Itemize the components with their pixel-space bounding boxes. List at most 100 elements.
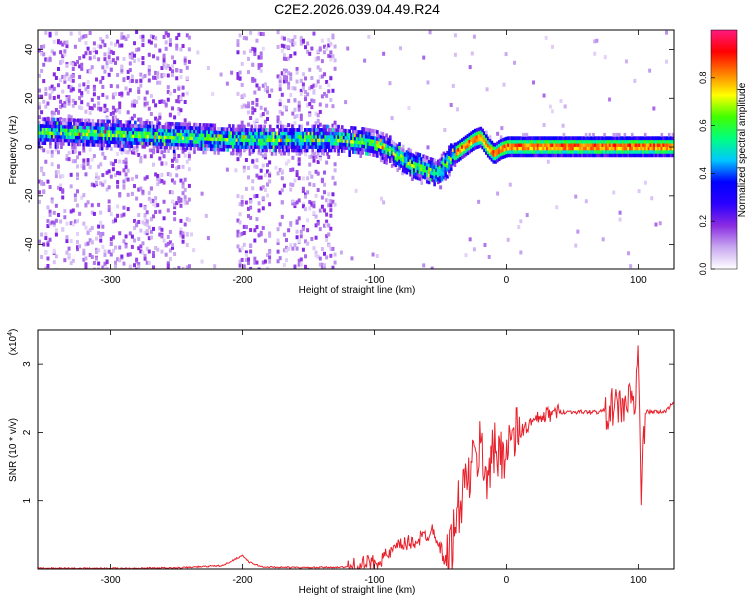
- spectrogram-noise-cell: [282, 44, 286, 49]
- spectrogram-ridge-cell: [121, 147, 124, 152]
- spectrogram-ridge-cell: [311, 141, 315, 146]
- spectrogram-noise-cell: [278, 222, 282, 227]
- spectrogram-ridge-cell: [608, 149, 612, 154]
- spectrogram-ridge-cell: [206, 130, 209, 134]
- spectrogram-ridge-cell: [47, 120, 50, 125]
- spectrogram-noise-cell: [173, 211, 177, 216]
- spectrogram-ridge-cell: [564, 153, 568, 158]
- spectrogram-noise-cell: [52, 51, 56, 56]
- spectrogram-ridge-cell: [422, 161, 425, 166]
- spectrogram-ridge-cell: [189, 136, 193, 141]
- spectrogram-noise-cell: [333, 125, 337, 130]
- spectrogram-ridge-cell: [414, 155, 418, 159]
- spectrogram-noise-cell: [287, 45, 291, 50]
- spectrogram-noise-cell: [71, 149, 75, 154]
- spectrogram-ridge-cell: [614, 136, 617, 141]
- spectrogram-noise-cell: [88, 30, 92, 35]
- spectrogram-noise-cell: [38, 115, 41, 120]
- spectrogram-noise-cell: [84, 172, 88, 177]
- spectrogram-ridge-cell: [106, 136, 109, 141]
- spectrogram-ridge-cell: [521, 149, 525, 154]
- spectrogram-noise-cell: [122, 239, 126, 244]
- spectrogram-noise-cell: [312, 210, 316, 215]
- spectrogram-noise-cell: [287, 81, 291, 86]
- spectrogram-noise-cell: [453, 33, 457, 38]
- spectrogram-ridge-cell: [662, 139, 665, 144]
- spectrogram-ridge-cell: [597, 143, 601, 147]
- spectrogram-ridge-cell: [97, 143, 100, 147]
- spectrogram-ridge-cell: [54, 121, 58, 125]
- spectrogram-ridge-cell: [496, 151, 499, 156]
- spectrogram-ridge-cell: [483, 131, 486, 136]
- spectrogram-noise-cell: [52, 72, 56, 77]
- spectrogram-ridge-cell: [350, 143, 353, 147]
- spectrogram-ridge-cell: [612, 139, 616, 144]
- spectrogram-ridge-cell: [191, 129, 194, 134]
- spectrogram-noise-cell: [88, 164, 92, 169]
- spectrogram-noise-cell: [185, 231, 189, 236]
- spectrogram-noise-cell: [44, 104, 48, 109]
- spectrogram-noise-cell: [143, 216, 147, 221]
- spectrogram-noise-cell: [312, 204, 316, 209]
- spectrogram-noise-cell: [314, 193, 318, 198]
- spectrogram-ridge-cell: [239, 124, 242, 129]
- spectrogram-noise-cell: [179, 233, 183, 238]
- spectrogram-ridge-cell: [449, 146, 453, 151]
- spectrogram-ridge-cell: [381, 138, 385, 143]
- spectrogram-ridge-cell: [50, 134, 54, 139]
- spectrogram-noise-cell: [61, 74, 65, 79]
- spectrogram-ridge-cell: [638, 136, 641, 141]
- spectrogram-ridge-cell: [350, 136, 353, 141]
- spectrogram-noise-cell: [124, 234, 128, 239]
- spectrogram-ridge-cell: [344, 139, 348, 143]
- spectrogram-ridge-cell: [97, 136, 100, 141]
- spectrogram-ridge-cell: [355, 136, 359, 141]
- spectrogram-ridge-cell: [472, 143, 475, 148]
- spectrogram-noise-cell: [101, 76, 105, 81]
- spectrogram-ridge-cell: [342, 135, 346, 140]
- spectrogram-noise-cell: [333, 44, 337, 49]
- spectrogram-noise-cell: [173, 252, 177, 257]
- spectrogram-ridge-cell: [141, 137, 145, 142]
- spectrogram-ridge-cell: [418, 163, 422, 168]
- spectrogram-ridge-cell: [224, 130, 228, 135]
- spectrogram-noise-cell: [238, 33, 242, 38]
- spectrogram-noise-cell: [46, 219, 50, 224]
- spectrogram-noise-cell: [133, 103, 137, 108]
- spectrogram-ridge-cell: [211, 126, 215, 131]
- spectrogram-ridge-cell: [117, 140, 121, 145]
- spectrogram-ridge-cell: [499, 138, 503, 143]
- spectrogram-noise-cell: [156, 75, 160, 80]
- spectrogram-noise-cell: [116, 39, 120, 44]
- spectrogram-ridge-cell: [126, 123, 130, 128]
- spectrogram-ridge-cell: [204, 126, 207, 131]
- spectrogram-ridge-cell: [243, 128, 246, 132]
- spectrogram-ridge-cell: [172, 135, 176, 140]
- spectrogram-noise-cell: [88, 69, 92, 74]
- spectrogram-noise-cell: [472, 34, 476, 39]
- spectrogram-ridge-cell: [582, 153, 586, 158]
- spectrogram-noise-cell: [158, 48, 162, 53]
- spectrogram-ridge-cell: [344, 128, 348, 133]
- spectrogram-noise-cell: [249, 249, 253, 254]
- spectrogram-noise-cell: [295, 66, 299, 71]
- spectrogram-ridge-cell: [183, 142, 187, 147]
- spectrogram-ridge-cell: [47, 134, 50, 139]
- spectrogram-noise-cell: [48, 57, 52, 62]
- spectrogram-noise-cell: [38, 268, 41, 269]
- spectrogram-noise-cell: [95, 180, 99, 185]
- spectrogram-ridge-cell: [193, 122, 196, 127]
- spectrogram-noise-cell: [175, 43, 179, 48]
- spectrogram-ridge-cell: [387, 154, 390, 159]
- spectrogram-noise-cell: [128, 55, 132, 60]
- spectrogram-ridge-cell: [126, 127, 130, 131]
- spectrogram-noise-cell: [247, 206, 251, 211]
- spectrogram-noise-cell: [88, 111, 92, 116]
- spectrogram-ridge-cell: [318, 148, 322, 153]
- spectrogram-noise-cell: [310, 201, 314, 206]
- spectrogram-noise-cell: [86, 89, 90, 94]
- spectrogram-ridge-cell: [265, 145, 268, 149]
- spectrogram-noise-cell: [183, 100, 187, 105]
- spectrogram-ridge-cell: [89, 139, 93, 144]
- spectrogram-ridge-cell: [612, 136, 616, 141]
